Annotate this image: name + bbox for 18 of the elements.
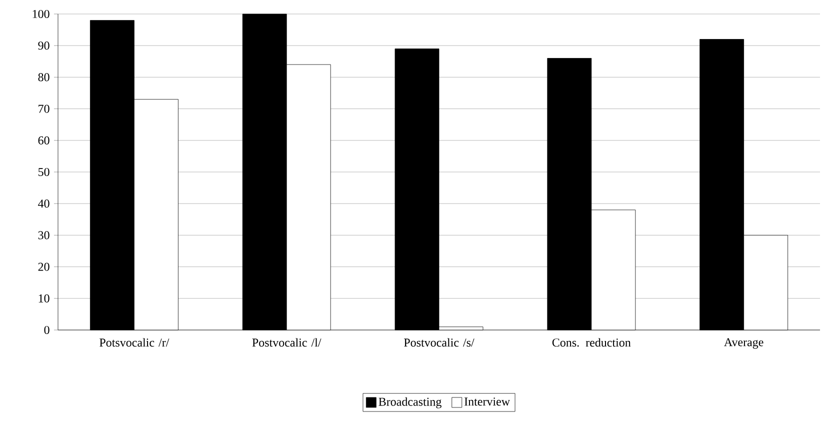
y-tick-label: 70	[38, 104, 50, 113]
y-tick-label: 40	[38, 200, 50, 208]
x-tick-label: Postvocalic /l/	[252, 338, 322, 347]
y-tick-label: 10	[38, 294, 50, 302]
y-tick-label: 50	[38, 168, 50, 176]
y-tick-label: 0	[44, 326, 50, 334]
y-tick-label: 90	[38, 42, 50, 50]
y-tick-label: 30	[38, 231, 50, 240]
y-tick-label: 20	[38, 262, 50, 271]
x-tick-label: Postvocalic /s/	[404, 338, 474, 347]
x-tick-label: Potsvocalic /r/	[100, 338, 170, 347]
y-tick-label: 80	[38, 73, 50, 82]
y-tick-label: 60	[38, 136, 50, 144]
legend-label: Broadcasting	[378, 397, 442, 408]
y-tick-label: 100	[32, 10, 50, 18]
legend-label: Interview	[464, 398, 510, 406]
x-tick-label: Average	[724, 338, 764, 349]
x-tick-label: Cons. reduction	[552, 338, 631, 347]
